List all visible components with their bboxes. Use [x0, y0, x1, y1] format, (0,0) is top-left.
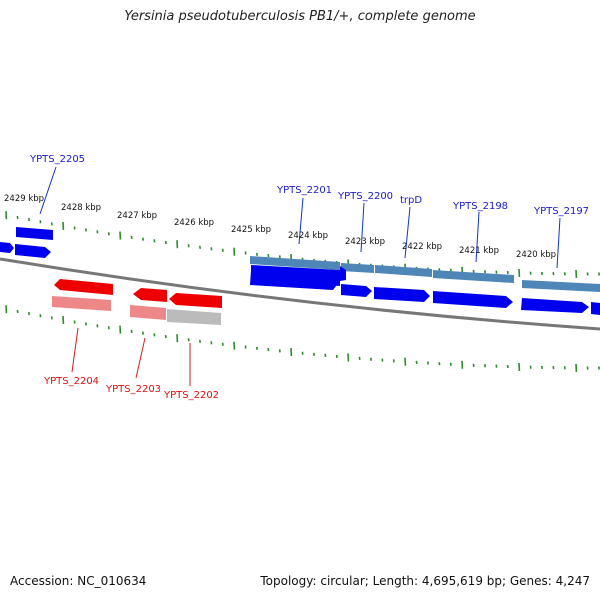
map-title: Yersinia pseudotuberculosis PB1/+, compl… [124, 9, 476, 24]
gene-label-ypts-2203[interactable]: YPTS_2203 [105, 384, 161, 395]
gene-label-ypts-2198[interactable]: YPTS_2198 [452, 201, 508, 212]
forward-feature-block [250, 256, 340, 270]
kbp-label: 2422 kbp [402, 242, 442, 252]
forward-feature-block [522, 280, 600, 292]
reverse-label-leaders [71, 327, 191, 386]
reverse-feature-block [52, 296, 111, 311]
reverse-gene-labels: YPTS_2204 YPTS_2203 YPTS_2202 [43, 376, 219, 401]
gene-label-ypts-2197[interactable]: YPTS_2197 [533, 206, 589, 217]
kbp-label: 2423 kbp [345, 237, 385, 247]
kbp-label: 2424 kbp [288, 231, 328, 241]
gene-label-ypts-2200[interactable]: YPTS_2200 [337, 191, 393, 202]
gene-arrow-forward[interactable] [341, 284, 372, 297]
accession-text: Accession: NC_010634 [10, 574, 147, 588]
kbp-label: 2420 kbp [516, 250, 556, 260]
gene-label-ypts-2201[interactable]: YPTS_2201 [276, 185, 332, 196]
kbp-label: 2429 kbp [4, 194, 44, 204]
gene-arrow-ypts-2203[interactable] [133, 288, 167, 302]
gene-arrow-forward[interactable] [521, 298, 589, 313]
forward-feature-block [375, 265, 432, 277]
gene-label-ypts-2205[interactable]: YPTS_2205 [29, 154, 85, 165]
gene-label-ypts-2202[interactable]: YPTS_2202 [163, 390, 219, 401]
genome-backbone [0, 257, 600, 331]
gene-label-trpd[interactable]: trpD [400, 195, 422, 206]
forward-feature-block [433, 270, 514, 283]
gene-arrow-forward[interactable] [374, 287, 430, 302]
forward-feature-block [341, 263, 374, 273]
gene-arrow-ypts-2202[interactable] [169, 293, 222, 308]
gene-arrow-forward[interactable] [15, 244, 51, 258]
gene-arrow-forward[interactable] [433, 291, 513, 308]
genome-stats-text: Topology: circular; Length: 4,695,619 bp… [260, 574, 590, 588]
kbp-scale-labels: 2429 kbp 2428 kbp 2427 kbp 2426 kbp 2425… [4, 194, 556, 260]
gene-arrow-ypts-2204[interactable] [54, 279, 113, 295]
forward-gene-labels: YPTS_2205 YPTS_2201 YPTS_2200 trpD YPTS_… [29, 154, 589, 217]
kbp-label: 2428 kbp [61, 203, 101, 213]
kbp-label: 2421 kbp [459, 246, 499, 256]
kbp-label: 2425 kbp [231, 225, 271, 235]
outer-tick-track [5, 211, 600, 278]
reverse-feature-block [167, 309, 221, 325]
kbp-label: 2427 kbp [117, 211, 157, 221]
gene-arrow-ypts-2205[interactable] [16, 227, 53, 240]
reverse-feature-block [130, 305, 166, 320]
forward-label-leaders [39, 166, 561, 269]
gene-arrow-forward[interactable] [591, 302, 600, 315]
inner-tick-track [5, 305, 600, 372]
gene-arrow-forward[interactable] [250, 270, 339, 290]
kbp-label: 2426 kbp [174, 218, 214, 228]
gene-arrow-forward[interactable] [0, 242, 14, 253]
gene-label-ypts-2204[interactable]: YPTS_2204 [43, 376, 99, 387]
